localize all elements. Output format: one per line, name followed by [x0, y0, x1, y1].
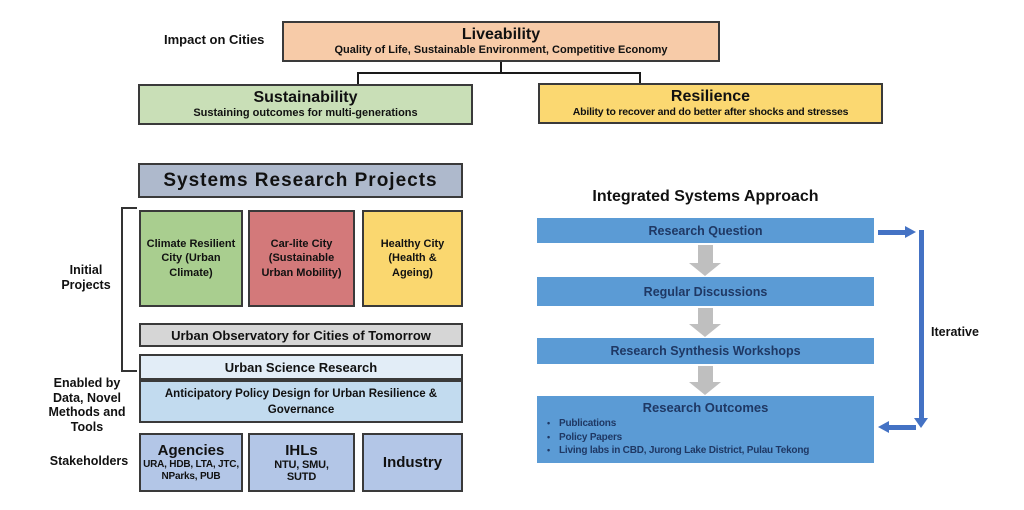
connector-line — [500, 62, 502, 73]
project-title: Climate Resilient City (Urban Climate) — [146, 237, 236, 279]
stakeholder-subtitle: NTU, SMU, SUTD — [274, 459, 329, 483]
anticipatory-policy-label: Anticipatory Policy Design for Urban Res… — [164, 387, 438, 416]
enabled-by-label: Enabled by Data, Novel Methods and Tools — [48, 376, 126, 434]
connector-line — [357, 72, 641, 74]
impact-on-cities-label: Impact on Cities — [164, 32, 265, 47]
project-box-healthy-city: Healthy City (Health & Ageing) — [362, 210, 463, 307]
stakeholder-title: IHLs — [285, 442, 318, 459]
stakeholder-subtitle: URA, HDB, LTA, JTC, NParks, PUB — [143, 459, 239, 482]
systems-research-projects-title: Systems Research Projects — [163, 169, 438, 191]
right-arrow-icon — [878, 226, 916, 238]
outcome-bullet: • Policy Papers — [537, 431, 874, 445]
outcome-bullet-text: Policy Papers — [559, 431, 622, 443]
liveability-subtitle: Quality of Life, Sustainable Environment… — [334, 44, 668, 56]
iterative-label: Iterative — [931, 325, 979, 339]
down-arrow-icon — [689, 308, 721, 337]
project-box-climate-resilient-city: Climate Resilient City (Urban Climate) — [139, 210, 243, 307]
connector-line — [639, 73, 641, 84]
outcome-bullet-text: Living labs in CBD, Jurong Lake District… — [559, 445, 810, 456]
systems-research-projects-header: Systems Research Projects — [138, 163, 463, 198]
stakeholder-title: Agencies — [157, 442, 225, 459]
flow-box-research-question: Research Question — [537, 218, 874, 243]
bullet-dot-icon: • — [547, 431, 550, 442]
flow-box-research-outcomes: Research Outcomes • Publications • Polic… — [537, 396, 874, 463]
bullet-dot-icon: • — [547, 418, 550, 428]
stakeholder-box-industry: Industry — [362, 433, 463, 492]
urban-science-research-bar: Urban Science Research — [139, 354, 463, 380]
initial-projects-label: Initial Projects — [61, 263, 111, 292]
down-arrowhead-icon — [914, 418, 928, 428]
flow-box-label: Research Synthesis Workshops — [610, 344, 801, 358]
stakeholder-box-agencies: Agencies URA, HDB, LTA, JTC, NParks, PUB — [139, 433, 243, 492]
flow-box-label: Regular Discussions — [643, 284, 768, 299]
resilience-subtitle: Ability to recover and do better after s… — [572, 106, 849, 118]
project-title: Healthy City (Health & Ageing) — [380, 237, 445, 279]
bullet-dot-icon: • — [547, 445, 550, 455]
integrated-systems-approach-title: Integrated Systems Approach — [592, 188, 819, 205]
flow-box-label: Research Question — [648, 223, 763, 238]
stakeholders-label: Stakeholders — [49, 454, 129, 468]
outcome-bullet: • Living labs in CBD, Jurong Lake Distri… — [537, 444, 874, 458]
down-arrow-icon — [689, 366, 721, 395]
sustainability-subtitle: Sustaining outcomes for multi-generation… — [193, 107, 418, 119]
anticipatory-policy-bar: Anticipatory Policy Design for Urban Res… — [139, 380, 463, 423]
urban-science-research-label: Urban Science Research — [224, 359, 378, 375]
left-arrow-icon — [878, 421, 916, 433]
research-outcomes-title: Research Outcomes — [642, 400, 769, 415]
flow-box-regular-discussions: Regular Discussions — [537, 277, 874, 306]
resilience-box: Resilience Ability to recover and do bet… — [538, 83, 883, 124]
sustainability-title: Sustainability — [253, 89, 358, 106]
sustainability-box: Sustainability Sustaining outcomes for m… — [138, 84, 473, 125]
down-arrow-icon — [689, 245, 721, 276]
project-box-car-lite-city: Car-lite City (Sustainable Urban Mobilit… — [248, 210, 355, 307]
stakeholder-title: Industry — [382, 454, 443, 471]
resilience-title: Resilience — [670, 88, 751, 105]
urban-observatory-label: Urban Observatory for Cities of Tomorrow — [171, 327, 431, 343]
stakeholder-box-ihls: IHLs NTU, SMU, SUTD — [248, 433, 355, 492]
outcome-bullet: • Publications — [537, 417, 874, 431]
connector-line — [357, 73, 359, 84]
flow-box-research-synthesis-workshops: Research Synthesis Workshops — [537, 338, 874, 364]
iterative-loop-line — [919, 230, 924, 418]
urban-observatory-bar: Urban Observatory for Cities of Tomorrow — [139, 323, 463, 347]
liveability-title: Liveability — [461, 26, 541, 43]
project-title: Car-lite City (Sustainable Urban Mobilit… — [261, 237, 342, 279]
liveability-box: Liveability Quality of Life, Sustainable… — [282, 21, 720, 62]
outcome-bullet-text: Publications — [559, 418, 617, 429]
initial-projects-bracket — [121, 207, 137, 372]
